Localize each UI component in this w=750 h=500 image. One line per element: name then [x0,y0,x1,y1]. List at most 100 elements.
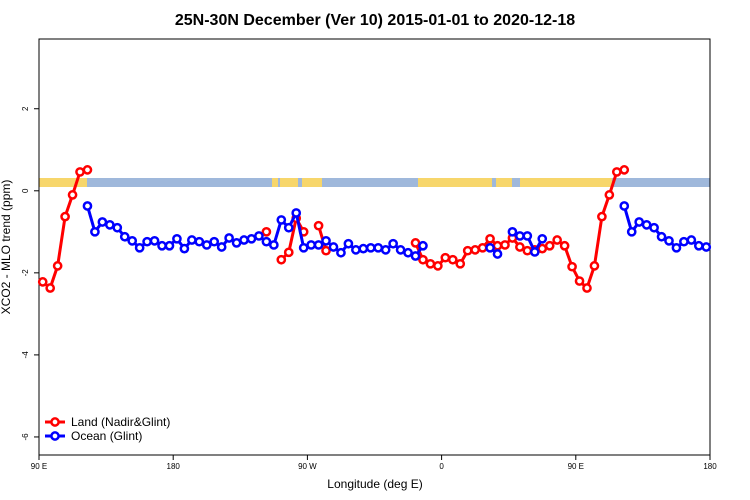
data-point [611,167,622,177]
legend-marker [50,431,60,441]
data-point [373,242,384,253]
y-tick-label: 0 [21,188,30,193]
data-point [261,226,272,237]
data-point [60,211,70,222]
data-point [671,242,682,253]
legend-label: Land (Nadir&Glint) [71,415,170,429]
data-point [261,236,272,247]
data-point [537,233,548,244]
land-strip [418,178,492,187]
data-point [649,222,659,233]
y-tick-label: -6 [21,433,30,441]
data-point [276,215,287,225]
data-point [365,242,376,253]
land-strip [280,178,298,187]
data-point [254,231,264,241]
data-point [619,165,630,175]
x-tick-label: 180 [167,462,181,471]
data-point [321,245,331,256]
data-point [149,235,160,246]
data-point [589,261,600,271]
data-point [276,254,287,265]
data-point [231,238,242,248]
data-point [142,236,152,247]
data-point [470,245,480,255]
data-point [75,167,85,177]
data-point [500,240,510,250]
data-point [313,220,324,231]
data-point [664,235,674,246]
data-point [186,235,197,245]
data-point [485,233,495,244]
data-point [321,235,331,246]
data-point [574,276,585,286]
data-point [447,254,458,265]
data-point [425,258,436,269]
data-point [679,236,689,247]
data-point [224,233,234,243]
chart-title: 25N-30N December (Ver 10) 2015-01-01 to … [175,12,575,29]
data-point [157,240,167,251]
data-point [351,245,361,255]
ocean-strip [39,178,710,187]
data-point [82,201,93,211]
data-point [336,247,346,258]
data-point [462,245,473,256]
data-point [246,233,257,244]
data-point [127,235,138,246]
data-point [37,277,48,287]
data-point [693,240,704,251]
data-point [283,222,294,233]
data-point [90,226,100,237]
data-point [567,261,577,272]
data-point [410,238,421,248]
data-point [164,240,175,251]
legend-marker [50,417,60,427]
data-point [283,247,294,258]
series-line [41,168,625,291]
data-point [201,240,212,250]
y-axis-label: XCO2 - MLO trend (ppm) [0,180,13,315]
data-point [82,165,93,175]
land-strip [520,178,612,187]
data-point [597,211,607,222]
x-tick-label: 90 E [31,462,47,471]
data-point [67,190,78,200]
y-tick-label: -4 [21,351,30,359]
data-point [619,201,630,211]
legend-label: Ocean (Glint) [71,429,142,443]
data-point [492,249,503,259]
data-point [239,235,249,245]
data-point [656,231,667,242]
data-point [395,245,406,255]
data-point [522,245,533,256]
data-point [552,235,563,245]
data-point [194,236,205,247]
data-point [269,240,279,250]
data-point [380,245,391,255]
data-point [529,247,540,257]
x-tick-label: 0 [439,462,444,471]
land-strip [496,178,512,187]
data-point [515,231,525,241]
data-point [134,242,145,253]
data-point [492,240,503,251]
data-point [298,242,309,253]
data-point [52,261,63,271]
data-point [582,283,592,293]
data-point [477,242,488,253]
data-point [209,236,220,247]
data-point [701,242,712,252]
data-point [440,252,451,263]
data-point [634,217,645,227]
map-strip [39,178,710,187]
data-point [522,231,533,241]
data-point [410,251,421,261]
data-point [104,219,115,230]
data-point [604,190,615,200]
data-point [403,247,413,258]
land-strip [39,178,87,187]
data-point [507,226,518,237]
